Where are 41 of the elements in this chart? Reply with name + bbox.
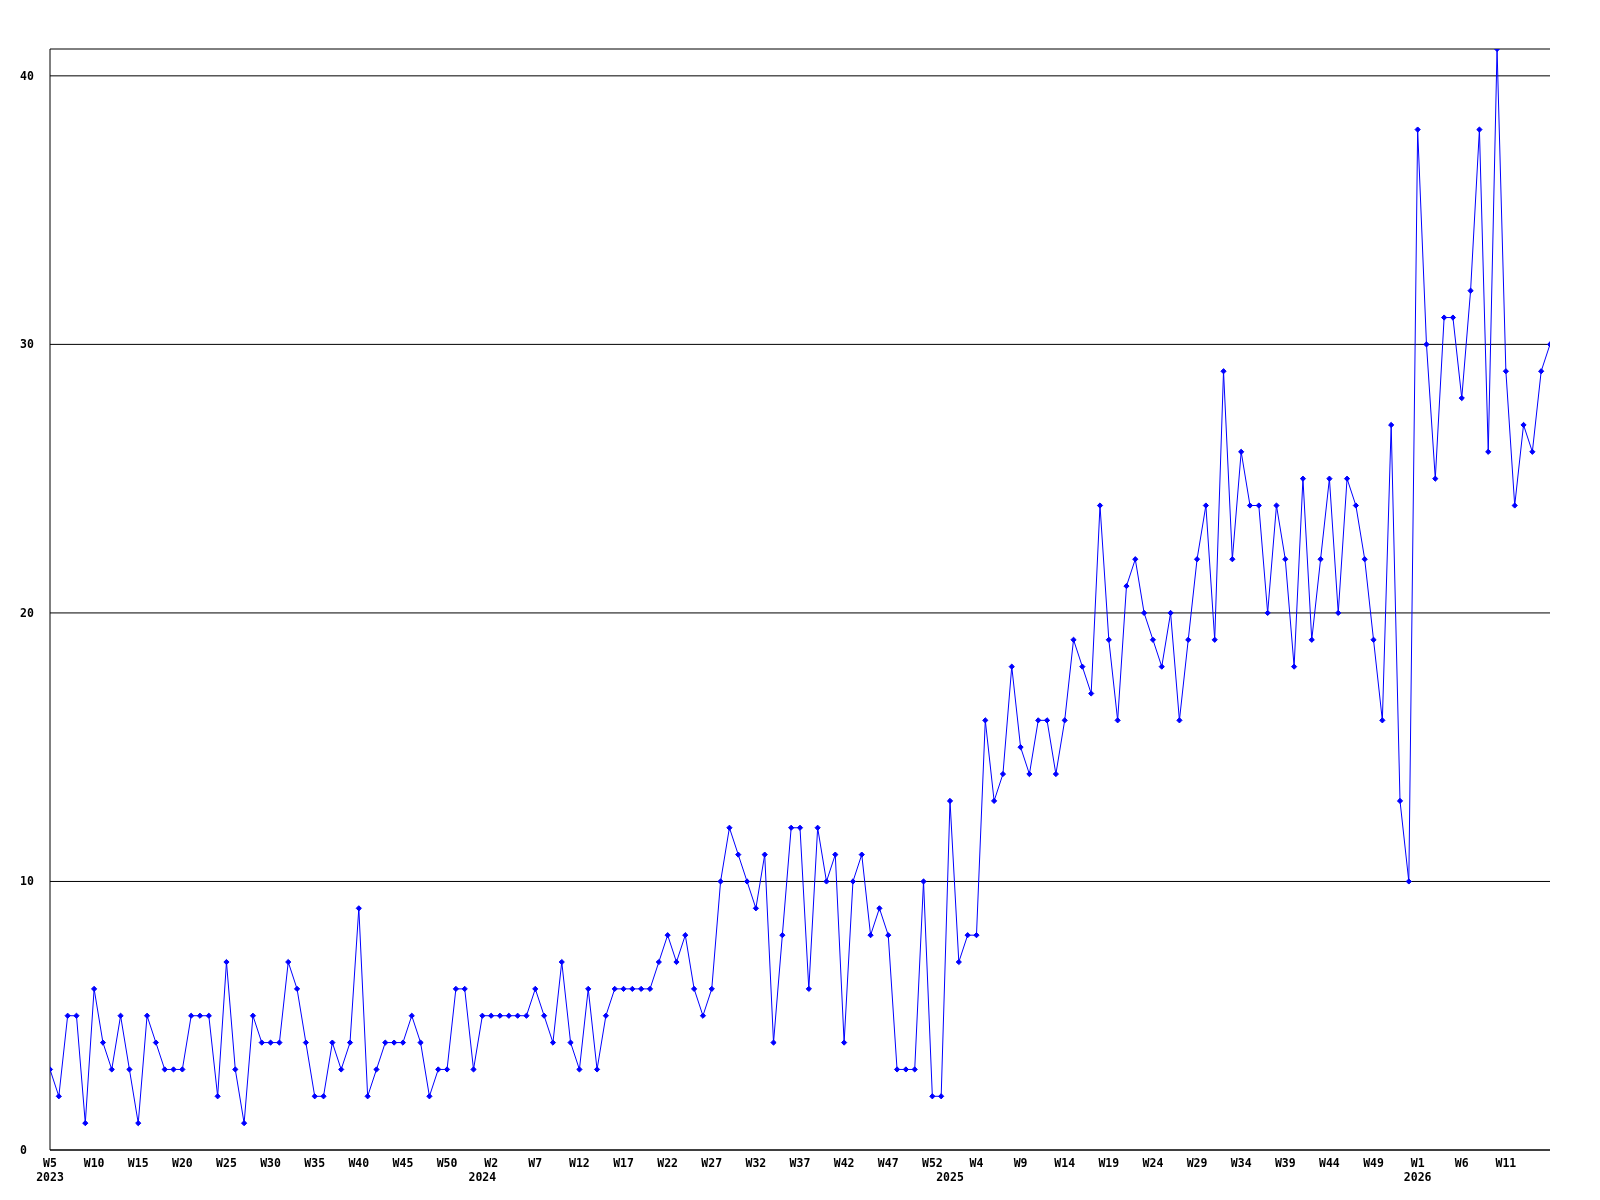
y-tick-label: 10 (20, 874, 34, 889)
x-tick-label: W17 (613, 1156, 634, 1170)
y-tick-label: 20 (20, 605, 34, 620)
x-tick-label: W52 (921, 1156, 943, 1170)
y-tick-label: 40 (20, 68, 34, 83)
x-tick-label: W49 (1363, 1156, 1384, 1170)
x-tick-label: W22 (657, 1156, 679, 1170)
y-tick-label: 30 (20, 337, 34, 352)
x-tick-label: 2025 (936, 1170, 964, 1184)
x-tick-label: W24 (1142, 1156, 1164, 1170)
x-tick-label: W19 (1098, 1156, 1120, 1170)
x-tick-label: W35 (304, 1156, 326, 1170)
x-tick-label: W32 (745, 1156, 767, 1170)
x-tick-label: W10 (83, 1156, 105, 1170)
x-tick-label: W30 (260, 1156, 282, 1170)
x-tick-label: W34 (1230, 1156, 1252, 1170)
x-tick-label: W27 (701, 1156, 723, 1170)
x-tick-label: W29 (1186, 1156, 1208, 1170)
x-tick-label: W44 (1319, 1156, 1340, 1170)
x-tick-label: W47 (877, 1156, 899, 1170)
x-tick-label: W2 (484, 1156, 499, 1170)
x-tick-label: W37 (789, 1156, 811, 1170)
x-tick-label: W25 (216, 1156, 237, 1170)
x-tick-label: W15 (127, 1156, 149, 1170)
x-tick-label: 2024 (468, 1170, 497, 1184)
x-tick-label: W12 (569, 1156, 590, 1170)
x-tick-label: W39 (1274, 1156, 1296, 1170)
x-tick-label: W42 (833, 1156, 855, 1170)
x-tick-label: W45 (392, 1156, 414, 1170)
x-tick-label: W50 (436, 1156, 458, 1170)
y-tick-label: 0 (20, 1143, 27, 1157)
x-tick-label: W1 2026 (1403, 1156, 1432, 1184)
x-tick-label: W4 (969, 1156, 984, 1170)
x-tick-label: W7 (528, 1156, 543, 1170)
x-tick-label: W40 (348, 1156, 370, 1170)
x-tick-label: W5 2023 (36, 1156, 64, 1184)
x-tick-label: W6 (1454, 1156, 1469, 1170)
x-tick-label: W11 (1495, 1156, 1517, 1170)
x-tick-label: W14 (1054, 1156, 1076, 1170)
x-tick-label: W9 (1013, 1156, 1028, 1170)
x-tick-label: W20 (171, 1156, 193, 1170)
